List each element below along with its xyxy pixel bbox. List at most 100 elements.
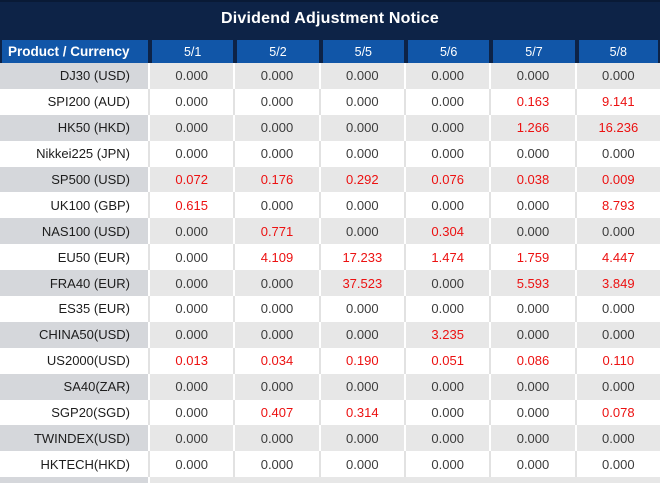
product-cell: EU50 (EUR) (0, 244, 148, 271)
value-cell: 0.000 (318, 321, 404, 348)
partial-row-product-cell (0, 477, 148, 483)
product-cell: US2000(USD) (0, 347, 148, 374)
partial-row-value-cells (148, 477, 660, 483)
value-cell: 0.000 (148, 425, 234, 452)
value-cell: 0.013 (148, 347, 234, 374)
value-cell: 0.000 (574, 296, 660, 322)
value-cell: 0.000 (233, 63, 319, 89)
value-cell: 0.000 (574, 140, 660, 167)
value-cell: 0.000 (404, 451, 490, 478)
value-cell: 0.000 (233, 270, 319, 297)
value-cell: 0.000 (404, 296, 490, 322)
value-cell: 0.000 (233, 425, 319, 452)
value-cell: 0.078 (574, 399, 660, 426)
value-cell: 3.235 (404, 321, 490, 348)
value-cell: 0.000 (233, 192, 319, 219)
value-cell: 4.447 (574, 244, 660, 271)
value-cell: 0.771 (233, 218, 319, 245)
product-cell: TWINDEX(USD) (0, 425, 148, 452)
value-cell: 0.000 (489, 218, 575, 245)
value-cell: 0.000 (148, 88, 234, 115)
value-cell: 0.292 (318, 166, 404, 193)
table-row: UK100 (GBP) 0.615 0.000 0.000 0.000 0.00… (0, 192, 660, 219)
value-cell: 0.110 (574, 347, 660, 374)
value-cell: 1.474 (404, 244, 490, 271)
product-cell: NAS100 (USD) (0, 218, 148, 245)
table-row: US2000(USD) 0.013 0.034 0.190 0.051 0.08… (0, 347, 660, 374)
table-row: FRA40 (EUR) 0.000 0.000 37.523 0.000 5.5… (0, 270, 660, 297)
value-cell: 0.000 (148, 270, 234, 297)
product-cell: SGP20(SGD) (0, 399, 148, 426)
table-row: SA40(ZAR) 0.000 0.000 0.000 0.000 0.000 … (0, 373, 660, 400)
value-cell: 0.000 (489, 321, 575, 348)
value-cell: 0.000 (318, 451, 404, 478)
table-row: NAS100 (USD) 0.000 0.771 0.000 0.304 0.0… (0, 218, 660, 245)
value-cell: 0.000 (574, 373, 660, 400)
value-cell: 0.176 (233, 166, 319, 193)
value-cell: 0.615 (148, 192, 234, 219)
value-cell: 0.000 (148, 296, 234, 322)
value-cell: 0.163 (489, 88, 575, 115)
value-cell: 0.000 (404, 425, 490, 452)
product-cell: Nikkei225 (JPN) (0, 140, 148, 167)
value-cell: 0.000 (489, 192, 575, 219)
table-row: HK50 (HKD) 0.000 0.000 0.000 0.000 1.266… (0, 114, 660, 141)
value-cell: 0.000 (404, 192, 490, 219)
value-cell: 0.086 (489, 347, 575, 374)
product-cell: SA40(ZAR) (0, 373, 148, 400)
value-cell: 0.000 (233, 114, 319, 141)
value-cell: 16.236 (574, 114, 660, 141)
value-cell: 0.000 (233, 451, 319, 478)
table-row: EU50 (EUR) 0.000 4.109 17.233 1.474 1.75… (0, 244, 660, 271)
partial-row (0, 477, 660, 483)
value-cell: 0.000 (404, 88, 490, 115)
value-cell: 0.304 (404, 218, 490, 245)
date-header: 5/7 (489, 36, 575, 63)
value-cell: 0.000 (404, 373, 490, 400)
value-cell: 0.000 (489, 373, 575, 400)
product-cell: ES35 (EUR) (0, 296, 148, 322)
product-cell: HK50 (HKD) (0, 114, 148, 141)
table-row: SP500 (USD) 0.072 0.176 0.292 0.076 0.03… (0, 166, 660, 193)
product-cell: UK100 (GBP) (0, 192, 148, 219)
title-bar: Dividend Adjustment Notice (0, 0, 660, 36)
value-cell: 0.000 (233, 296, 319, 322)
value-cell: 0.000 (148, 244, 234, 271)
value-cell: 0.000 (233, 140, 319, 167)
value-cell: 0.000 (489, 399, 575, 426)
value-cell: 0.000 (574, 425, 660, 452)
value-cell: 9.141 (574, 88, 660, 115)
value-cell: 0.000 (489, 296, 575, 322)
table-row: HKTECH(HKD) 0.000 0.000 0.000 0.000 0.00… (0, 451, 660, 478)
value-cell: 0.000 (318, 192, 404, 219)
value-cell: 0.000 (404, 270, 490, 297)
value-cell: 0.000 (318, 296, 404, 322)
value-cell: 0.000 (574, 451, 660, 478)
product-cell: SPI200 (AUD) (0, 88, 148, 115)
value-cell: 0.000 (574, 63, 660, 89)
value-cell: 0.076 (404, 166, 490, 193)
value-cell: 4.109 (233, 244, 319, 271)
value-cell: 0.000 (318, 88, 404, 115)
value-cell: 0.407 (233, 399, 319, 426)
product-cell: DJ30 (USD) (0, 63, 148, 89)
value-cell: 0.000 (404, 114, 490, 141)
product-cell: CHINA50(USD) (0, 321, 148, 348)
date-header: 5/5 (318, 36, 404, 63)
table-row: SPI200 (AUD) 0.000 0.000 0.000 0.000 0.1… (0, 88, 660, 115)
value-cell: 0.038 (489, 166, 575, 193)
value-cell: 0.000 (233, 88, 319, 115)
value-cell: 0.000 (148, 451, 234, 478)
value-cell: 1.759 (489, 244, 575, 271)
table-row: TWINDEX(USD) 0.000 0.000 0.000 0.000 0.0… (0, 425, 660, 452)
value-cell: 0.000 (233, 373, 319, 400)
value-cell: 0.000 (489, 451, 575, 478)
table-row: Nikkei225 (JPN) 0.000 0.000 0.000 0.000 … (0, 140, 660, 167)
value-cell: 0.000 (148, 114, 234, 141)
value-cell: 0.000 (148, 373, 234, 400)
product-cell: HKTECH(HKD) (0, 451, 148, 478)
value-cell: 17.233 (318, 244, 404, 271)
table-row: SGP20(SGD) 0.000 0.407 0.314 0.000 0.000… (0, 399, 660, 426)
value-cell: 0.000 (148, 218, 234, 245)
